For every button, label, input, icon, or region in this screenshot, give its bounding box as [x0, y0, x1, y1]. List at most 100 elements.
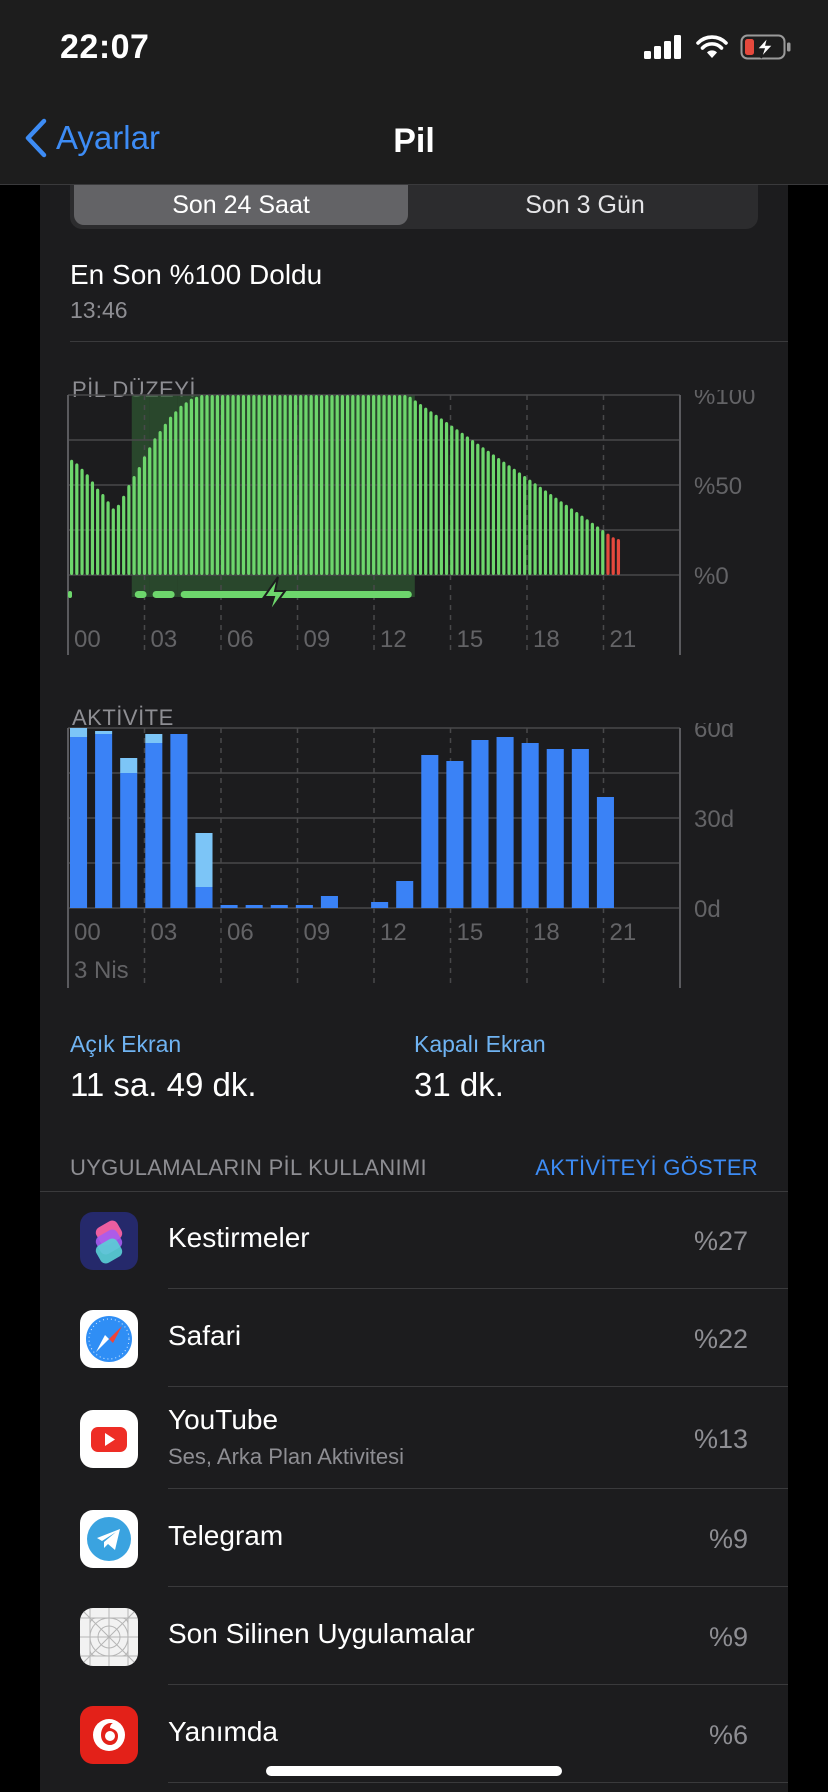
battery-level-bar	[455, 429, 459, 575]
app-row-telegram[interactable]: Telegram %9	[40, 1490, 788, 1587]
battery-level-bar	[200, 395, 204, 575]
app-row-safari[interactable]: Safari %22	[40, 1290, 788, 1387]
divider	[168, 1386, 788, 1387]
app-percent: %9	[708, 1622, 748, 1652]
battery-level-bar	[168, 416, 173, 575]
charging-indicator-strip	[134, 591, 147, 598]
app-percent: %27	[693, 1226, 748, 1256]
app-percent: %6	[708, 1720, 748, 1750]
divider	[70, 341, 788, 342]
activity-section-label: AKTİVİTE	[72, 705, 174, 730]
battery-level-bar	[80, 468, 84, 575]
activity-bar-screen-on	[571, 749, 589, 908]
battery-level-bar	[434, 414, 438, 575]
app-name: Kestirmeler	[168, 1222, 310, 1253]
app-row-deleted-apps[interactable]: Son Silinen Uygulamalar %9	[40, 1588, 788, 1685]
x-tick-label: 21	[610, 626, 637, 653]
charging-indicator-strip	[68, 591, 72, 598]
battery-level-bar	[184, 402, 188, 575]
battery-level-bar	[273, 395, 277, 575]
activity-chart: 60d 30d 0d 00 03 06 09 12 15 18 21 3 Nis	[67, 723, 734, 988]
battery-level-bar	[148, 447, 152, 575]
battery-level-bar	[96, 488, 100, 575]
battery-level-bar	[507, 465, 511, 575]
activity-bar-screen-on	[95, 734, 113, 908]
x-tick-label: 18	[533, 626, 560, 653]
battery-level-bar	[127, 485, 131, 575]
activity-bar-screen-off	[145, 734, 163, 743]
x-tick-label: 09	[304, 626, 331, 653]
y-tick-label: 0d	[694, 896, 721, 923]
battery-level-bar	[595, 526, 600, 575]
battery-level-bar	[470, 440, 475, 575]
battery-level-bar	[361, 395, 365, 575]
segment-last-3-days[interactable]: Son 3 Gün	[525, 191, 645, 219]
y-tick-label: 30d	[694, 806, 734, 833]
battery-level-bar	[346, 395, 350, 575]
x-tick-label: 00	[74, 919, 101, 946]
battery-level-bar	[179, 405, 183, 575]
battery-level-bar	[106, 501, 110, 575]
back-button[interactable]: Ayarlar	[24, 118, 160, 158]
activity-bar-screen-on	[421, 755, 439, 908]
battery-level-bar	[424, 407, 428, 575]
page-title: Pil	[393, 122, 435, 160]
battery-level-bar	[299, 395, 303, 575]
app-row-youtube[interactable]: YouTube Ses, Arka Plan Aktivitesi %13	[40, 1388, 788, 1489]
battery-level-bar	[523, 476, 527, 575]
activity-bar-screen-on	[195, 887, 213, 908]
battery-level-bar	[314, 395, 318, 575]
battery-level-bar	[247, 395, 251, 575]
deleted-apps-icon	[80, 1608, 138, 1666]
battery-level-bar	[538, 486, 542, 575]
battery-level-bar	[335, 395, 339, 575]
battery-level-bar	[236, 395, 240, 575]
battery-level-bar	[163, 423, 167, 575]
divider	[168, 1782, 788, 1783]
app-row-yanimda[interactable]: Yanımda %6	[40, 1686, 788, 1783]
app-percent: %22	[693, 1324, 748, 1354]
battery-level-bar	[304, 395, 308, 575]
activity-bar-screen-off	[95, 731, 113, 734]
activity-bar-screen-on	[120, 773, 138, 908]
battery-level-bar	[377, 395, 381, 575]
screen-off-stat: Kapalı Ekran 31 dk.	[414, 1031, 546, 1104]
screen-on-label: Açık Ekran	[70, 1031, 182, 1057]
app-row-kestirmeler[interactable]: Kestirmeler %27	[40, 1192, 788, 1289]
battery-level-bar	[283, 395, 287, 575]
battery-level-bar	[590, 522, 594, 575]
y-tick-label: %100	[694, 390, 755, 410]
battery-level-bar	[293, 395, 298, 575]
home-indicator	[266, 1766, 562, 1776]
battery-level-bar	[215, 395, 220, 575]
screen-off-label: Kapalı Ekran	[414, 1031, 546, 1057]
segment-last-24-hours[interactable]: Son 24 Saat	[74, 185, 408, 225]
x-tick-label: 03	[151, 919, 178, 946]
app-subtitle: Ses, Arka Plan Aktivitesi	[168, 1444, 404, 1469]
screen-on-value: 11 sa. 49 dk.	[70, 1066, 257, 1103]
battery-level-bar	[75, 463, 79, 575]
app-percent: %13	[693, 1424, 748, 1454]
battery-level-bar	[569, 508, 574, 575]
battery-level-bar	[252, 395, 256, 575]
battery-level-bar	[533, 483, 537, 575]
show-activity-button[interactable]: AKTİVİTEYİ GÖSTER	[535, 1155, 758, 1180]
wifi-icon	[696, 35, 728, 58]
battery-level-bar	[465, 436, 470, 575]
battery-level-bar	[309, 395, 313, 575]
app-name: Son Silinen Uygulamalar	[168, 1618, 475, 1649]
battery-level-bar	[116, 504, 121, 575]
last-full-charge-time: 13:46	[70, 297, 128, 323]
screen-off-value: 31 dk.	[414, 1066, 504, 1103]
app-usage-section-label: UYGULAMALARIN PİL KULLANIMI	[70, 1155, 427, 1180]
battery-level-bar	[606, 533, 610, 575]
battery-level-bar	[497, 458, 501, 575]
battery-level-bar	[356, 395, 360, 575]
battery-level-bar	[585, 519, 589, 575]
activity-bar-screen-on	[546, 749, 564, 908]
battery-level-bar	[205, 395, 209, 575]
x-tick-label: 21	[610, 919, 637, 946]
battery-level-bar	[267, 395, 272, 575]
activity-bar-screen-off	[120, 758, 138, 773]
battery-level-bar	[559, 501, 563, 575]
